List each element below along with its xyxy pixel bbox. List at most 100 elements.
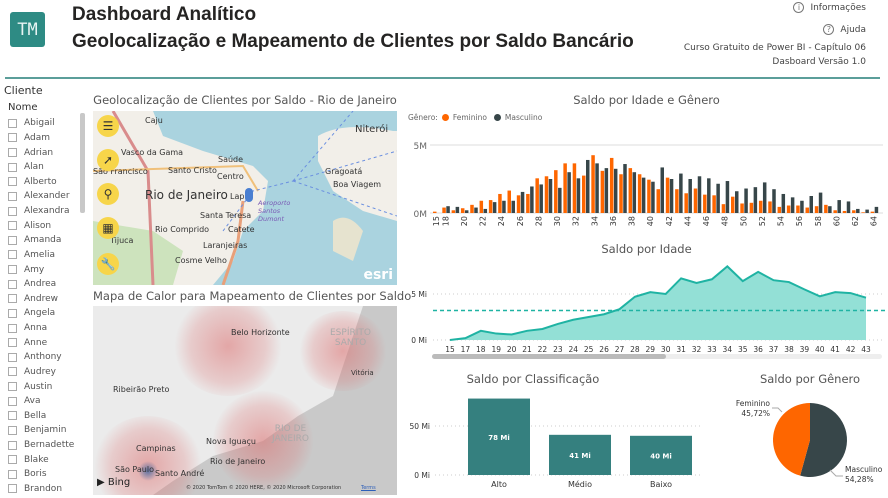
slicer-item[interactable]: Bella (8, 409, 78, 424)
x-tick-label: 54 (777, 216, 786, 226)
slicer-item[interactable]: Andrea (8, 277, 78, 292)
checkbox[interactable] (8, 411, 17, 421)
slicer-scrollbar[interactable] (80, 113, 85, 213)
x-tick-label: 26 (599, 345, 609, 354)
slicer-item[interactable]: Austin (8, 379, 78, 394)
terms-link[interactable]: Terms (361, 485, 376, 491)
checkbox[interactable] (8, 382, 17, 392)
slicer-item[interactable]: Audrey (8, 365, 78, 380)
slicer-item-label: Audrey (24, 366, 56, 377)
layers-icon[interactable]: ▦ (97, 217, 119, 239)
checkbox[interactable] (8, 148, 17, 158)
slicer-item[interactable]: Amanda (8, 233, 78, 248)
slicer-item[interactable]: Amy (8, 262, 78, 277)
map-label: Ribeirão Preto (113, 385, 170, 394)
checkbox[interactable] (8, 440, 17, 450)
location-pin-icon[interactable] (245, 188, 253, 202)
gender-title: Saldo por Gênero (759, 372, 861, 386)
legend-masculino[interactable]: Masculino (504, 113, 543, 122)
help-link[interactable]: ? Ajuda (823, 24, 866, 35)
heat-hotspot (138, 461, 158, 481)
slicer-item[interactable]: Ava (8, 394, 78, 409)
bar-feminino (544, 176, 549, 213)
slicer-item[interactable]: Anthony (8, 350, 78, 365)
data-label: 78 Mi (488, 434, 510, 442)
slicer-item-label: Alan (24, 162, 44, 173)
checkbox[interactable] (8, 191, 17, 201)
bar-feminino (684, 193, 688, 213)
checkbox[interactable] (8, 177, 17, 187)
checkbox[interactable] (8, 396, 17, 406)
slicer-item[interactable]: Abigail (8, 116, 78, 131)
slicer-item[interactable]: Adam (8, 131, 78, 146)
checkbox[interactable] (8, 133, 17, 143)
slicer-item[interactable]: Angela (8, 306, 78, 321)
slicer-item[interactable]: Alan (8, 160, 78, 175)
checkbox[interactable] (8, 162, 17, 172)
slicer-item[interactable]: Brandon (8, 482, 78, 497)
checkbox[interactable] (8, 367, 17, 377)
bar-0[interactable] (468, 398, 530, 475)
checkbox[interactable] (8, 279, 17, 289)
heat-map[interactable]: Belo Horizonte ESPÍRITO SANTO Vitória Ri… (93, 306, 397, 495)
bar-feminino (675, 189, 679, 213)
checkbox[interactable] (8, 352, 17, 362)
rio-map[interactable]: Caju Vasco da Gama São Francisco Santo C… (93, 111, 397, 285)
slicer-item-label: Anna (24, 323, 48, 334)
slicer-item[interactable]: Alberto (8, 175, 78, 190)
pie-slice-feminino[interactable] (773, 403, 810, 476)
slicer-item[interactable]: Alison (8, 218, 78, 233)
scroll-thumb[interactable] (432, 354, 666, 359)
slicer-item[interactable]: Alexandra (8, 204, 78, 219)
checkbox[interactable] (8, 455, 17, 465)
checkbox[interactable] (8, 294, 17, 304)
bar-feminino (824, 204, 828, 213)
map-label: Catete (228, 225, 255, 234)
legend-feminino[interactable]: Feminino (452, 113, 487, 122)
checkbox[interactable] (8, 484, 17, 494)
help-icon: ? (823, 24, 835, 35)
pointer-icon[interactable]: ➚ (97, 149, 119, 171)
checkbox[interactable] (8, 250, 17, 260)
slicer-item[interactable]: Adrian (8, 145, 78, 160)
map-label: Belo Horizonte (231, 328, 290, 337)
checkbox[interactable] (8, 323, 17, 333)
menu-icon[interactable]: ☰ (97, 115, 119, 137)
checkbox[interactable] (8, 308, 17, 318)
bar-2[interactable] (630, 435, 692, 475)
help-label: Ajuda (840, 25, 866, 35)
slicer-item[interactable]: Boris (8, 467, 78, 482)
wrench-icon[interactable]: 🔧 (97, 253, 119, 275)
slicer-item[interactable]: Anna (8, 321, 78, 336)
bar-1[interactable] (549, 434, 611, 475)
map-label: Rio de Janeiro (145, 188, 228, 202)
checkbox[interactable] (8, 206, 17, 216)
checkbox[interactable] (8, 469, 17, 479)
bar-masculino (828, 206, 832, 213)
search-icon[interactable]: ⚲ (97, 183, 119, 205)
bar-masculino (632, 172, 637, 213)
bar-feminino (442, 207, 446, 213)
checkbox[interactable] (8, 265, 17, 275)
checkbox[interactable] (8, 221, 17, 231)
x-tick-label: 31 (676, 345, 686, 354)
slicer-item[interactable]: Benjamin (8, 423, 78, 438)
checkbox[interactable] (8, 118, 17, 128)
slicer-item[interactable]: Bernadette (8, 438, 78, 453)
heat-spot (173, 306, 283, 396)
checkbox[interactable] (8, 235, 17, 245)
info-link[interactable]: i Informações (793, 2, 866, 13)
slicer-item[interactable]: Blake (8, 452, 78, 467)
slicer-item[interactable]: Amelia (8, 248, 78, 263)
pie-slice-masculino[interactable] (800, 403, 847, 477)
map-label: Saúde (218, 155, 244, 164)
info-icon: i (793, 2, 805, 13)
slicer-item[interactable]: Anne (8, 335, 78, 350)
checkbox[interactable] (8, 338, 17, 348)
esri-logo: esri (363, 267, 393, 283)
slicer-item[interactable]: Andrew (8, 292, 78, 307)
checkbox[interactable] (8, 425, 17, 435)
age-balance-title: Saldo por Idade (601, 242, 692, 256)
slicer-item[interactable]: Alexander (8, 189, 78, 204)
x-tick-label: 52 (758, 216, 767, 226)
